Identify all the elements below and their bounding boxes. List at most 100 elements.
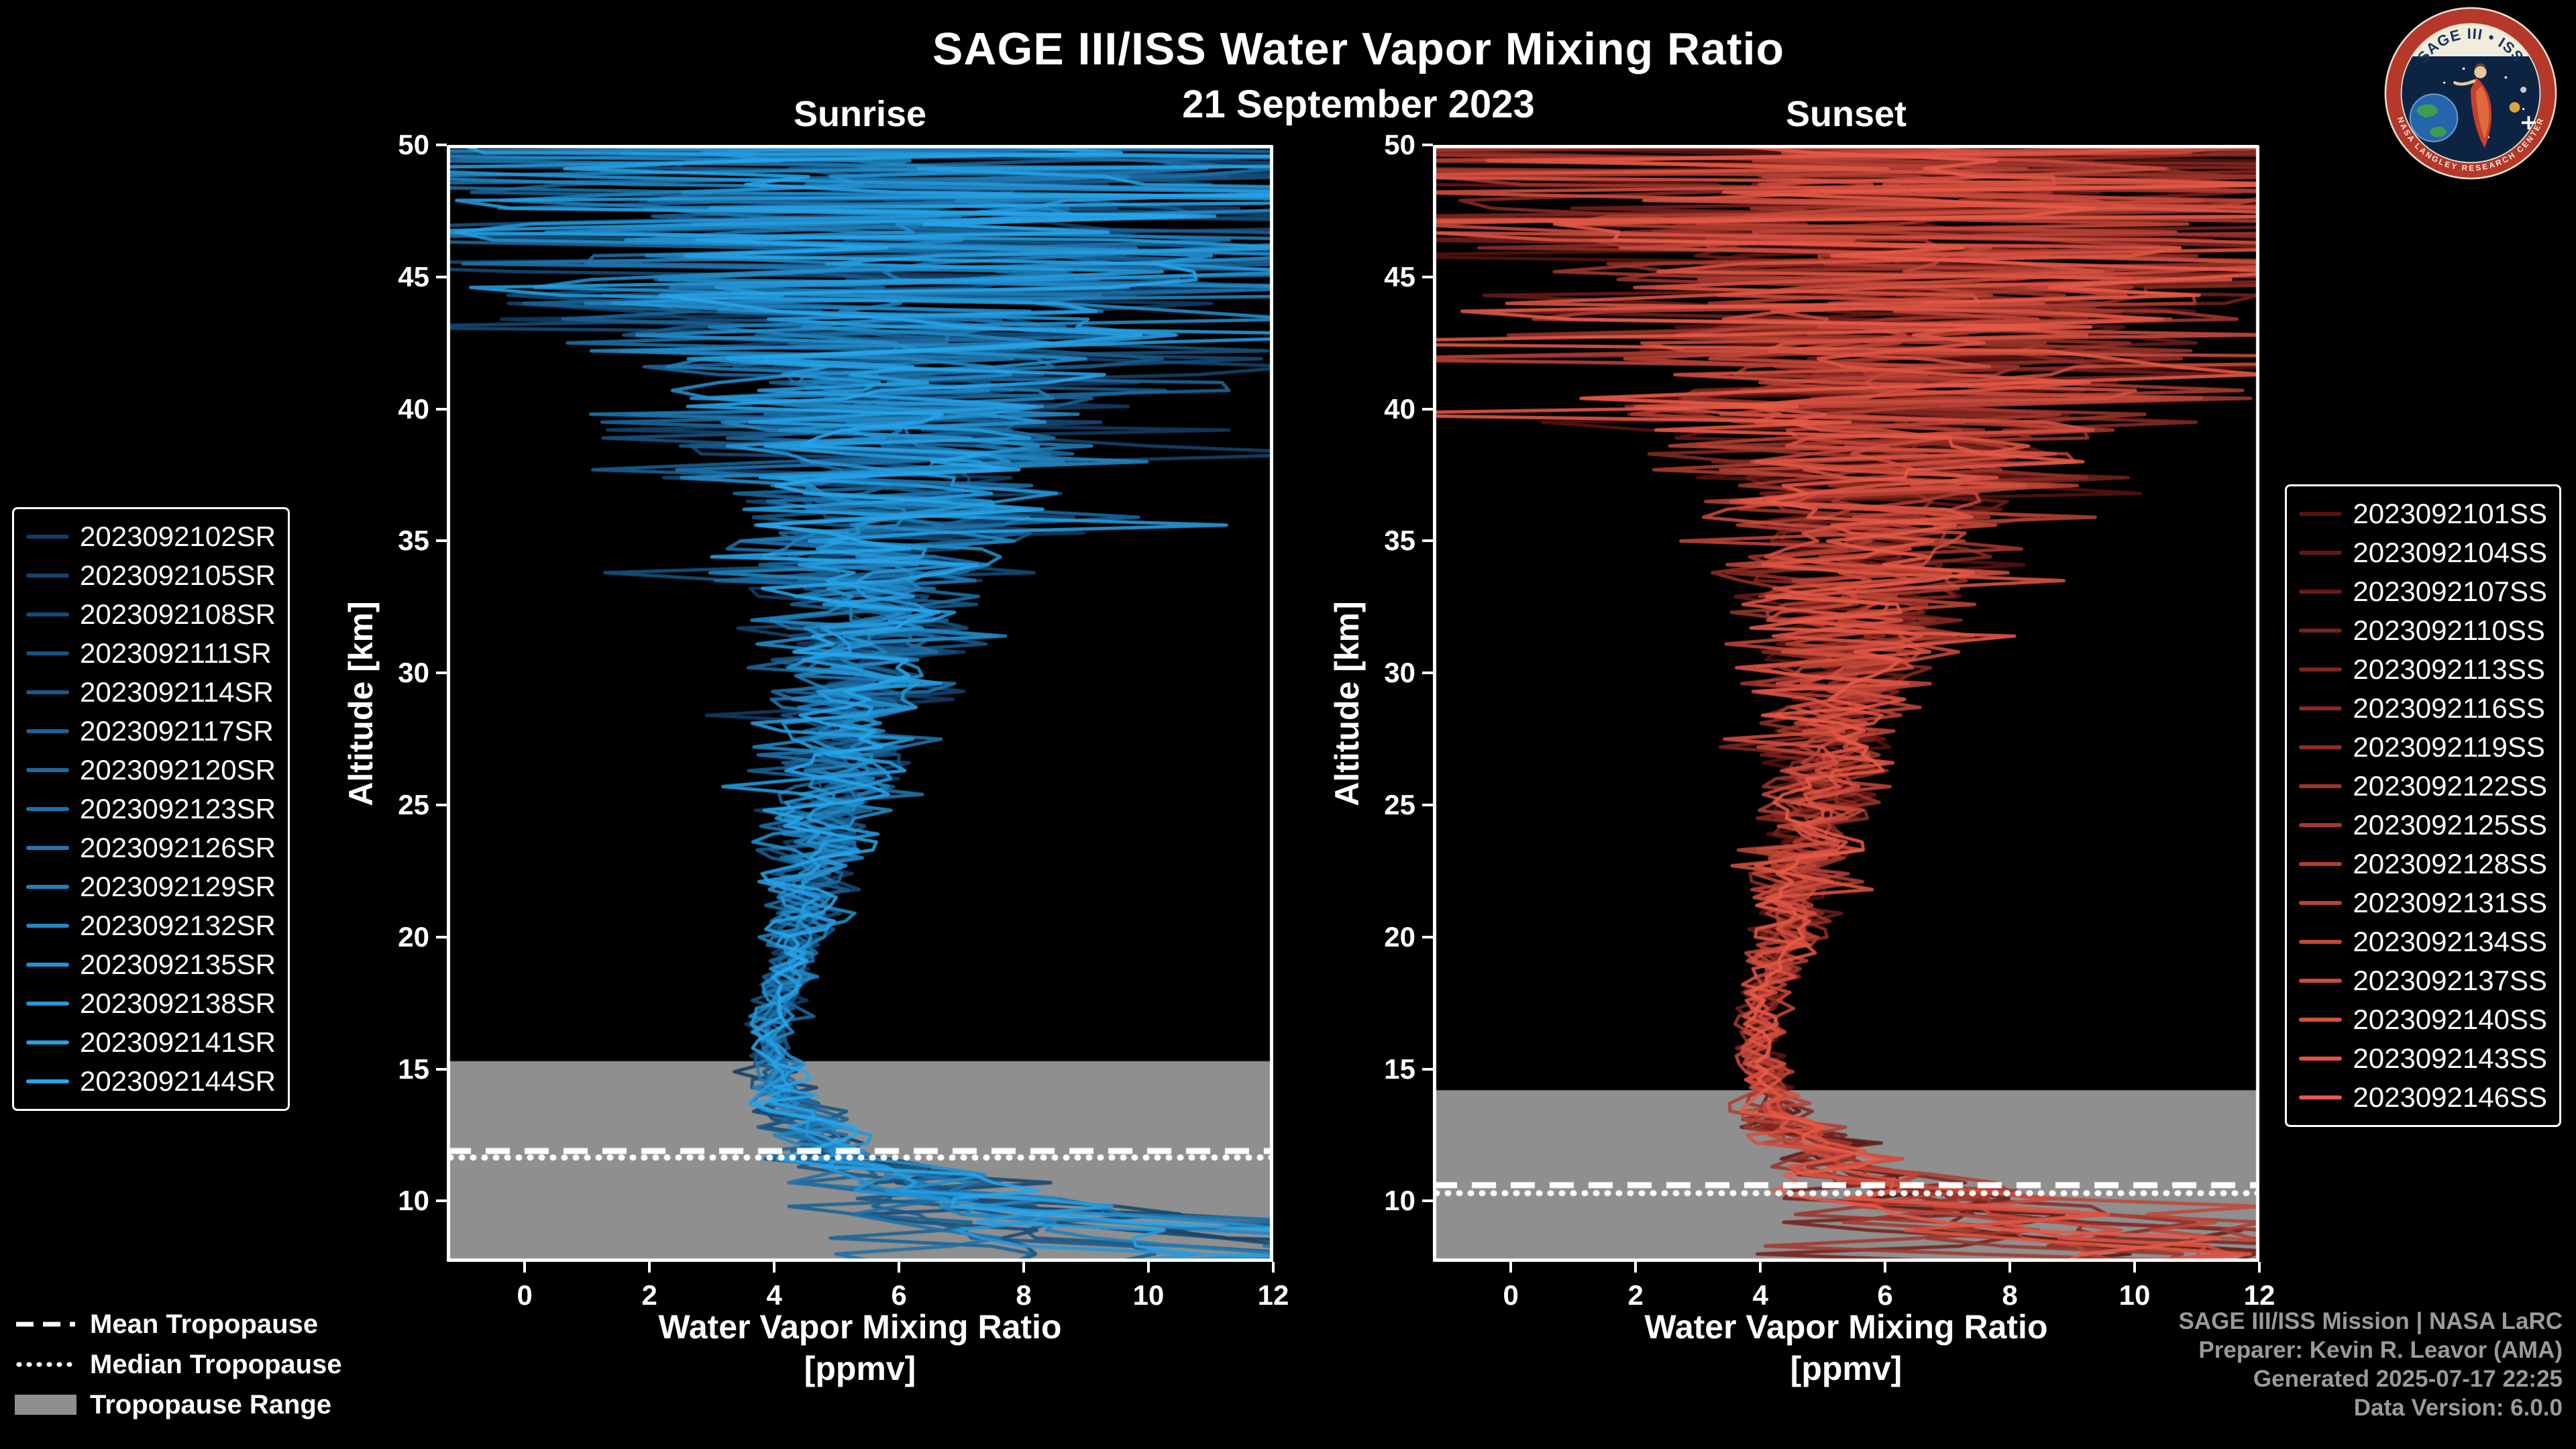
y-tick-mark xyxy=(436,935,447,938)
x-tick-label: 6 xyxy=(1877,1279,1893,1311)
tropopause-range-legend-item: Tropopause Range xyxy=(15,1390,342,1419)
x-tick-label: 0 xyxy=(517,1279,533,1311)
y-axis-label: Altitude [km] xyxy=(1328,600,1366,806)
x-axis-label-text: Water Vapor Mixing Ratio xyxy=(1644,1308,2048,1346)
legend-line-swatch xyxy=(26,729,69,733)
y-tick-mark xyxy=(1422,144,1433,146)
sunset-legend: 2023092101SS 2023092104SS 2023092107SS 2023… xyxy=(2285,484,2561,1127)
legend-series-label: 2023092116SS xyxy=(2353,692,2545,724)
credits: SAGE III/ISS Mission | NASA LaRC Prepare… xyxy=(2179,1307,2563,1422)
x-tick-mark xyxy=(1634,1262,1638,1273)
y-tick-label: 35 xyxy=(1384,525,1415,557)
y-tick-mark xyxy=(436,539,447,543)
x-tick-label: 10 xyxy=(2118,1279,2151,1311)
y-tick-mark xyxy=(1422,539,1433,543)
x-tick-label: 6 xyxy=(891,1279,907,1311)
legend-row: 2023092110SS xyxy=(2299,611,2547,650)
legend-series-label: 2023092125SS xyxy=(2353,809,2547,841)
x-tick-mark xyxy=(1272,1262,1275,1273)
legend-row: 2023092117SR xyxy=(26,712,276,751)
tropopause-range-label: Tropopause Range xyxy=(90,1389,332,1419)
y-tick-label: 15 xyxy=(398,1053,429,1085)
x-tick-label: 2 xyxy=(1627,1279,1644,1311)
x-tick-mark xyxy=(523,1262,527,1273)
x-tick-label: 12 xyxy=(1257,1279,1289,1311)
legend-line-swatch xyxy=(2299,862,2343,866)
legend-series-label: 2023092108SR xyxy=(80,598,276,630)
x-tick-label: 2 xyxy=(641,1279,657,1311)
sage-iss-logo-svg: SAGE III • ISS NASA LANGLEY RESEARCH CEN… xyxy=(2384,7,2557,180)
legend-row: 2023092111SR xyxy=(26,634,276,673)
gray-patch-swatch xyxy=(15,1395,76,1415)
legend-row: 2023092141SR xyxy=(26,1023,276,1062)
x-axis-label: Water Vapor Mixing Ratio [ppmv] xyxy=(447,1306,1273,1389)
y-tick-label: 35 xyxy=(398,525,429,557)
legend-line-swatch xyxy=(2299,823,2343,827)
credit-data-version: Data Version: 6.0.0 xyxy=(2353,1395,2563,1421)
legend-series-label: 2023092134SS xyxy=(2353,926,2547,957)
legend-row: 2023092107SS xyxy=(2299,572,2547,611)
x-tick-mark xyxy=(773,1262,776,1273)
x-tick-label: 12 xyxy=(2243,1279,2275,1311)
x-tick-mark xyxy=(1509,1262,1513,1273)
legend-series-label: 2023092135SR xyxy=(80,949,276,980)
legend-row: 2023092144SR xyxy=(26,1062,276,1101)
legend-series-label: 2023092111SR xyxy=(80,637,272,669)
legend-line-swatch xyxy=(26,768,69,772)
x-tick-mark xyxy=(1759,1262,1762,1273)
legend-series-label: 2023092132SR xyxy=(80,910,276,941)
y-tick-mark xyxy=(436,144,447,146)
credit-mission: SAGE III/ISS Mission | NASA LaRC xyxy=(2178,1308,2563,1334)
legend-line-swatch xyxy=(26,535,69,539)
legend-series-label: 2023092104SS xyxy=(2353,537,2547,568)
y-tick-mark xyxy=(1422,407,1433,411)
legend-series-label: 2023092114SR xyxy=(80,676,274,708)
x-tick-label: 0 xyxy=(1503,1279,1519,1311)
legend-row: 2023092108SR xyxy=(26,595,276,634)
legend-line-swatch xyxy=(2299,784,2343,788)
legend-row: 2023092138SR xyxy=(26,984,276,1023)
legend-row: 2023092101SS xyxy=(2299,494,2547,533)
legend-row: 2023092146SS xyxy=(2299,1078,2547,1117)
legend-series-label: 2023092110SS xyxy=(2353,614,2545,646)
y-tick-mark xyxy=(436,672,447,675)
legend-series-label: 2023092129SR xyxy=(80,871,276,902)
legend-line-swatch xyxy=(26,651,69,655)
y-tick-label: 45 xyxy=(1384,260,1415,292)
legend-line-swatch xyxy=(2299,551,2343,555)
credit-preparer: Preparer: Kevin R. Leavor (AMA) xyxy=(2198,1337,2563,1363)
legend-series-label: 2023092126SR xyxy=(80,832,276,863)
legend-line-swatch xyxy=(26,690,69,694)
legend-series-label: 2023092138SR xyxy=(80,987,276,1019)
x-tick-mark xyxy=(2133,1262,2137,1273)
y-tick-mark xyxy=(436,1067,447,1071)
y-tick-mark xyxy=(1422,275,1433,278)
panel-title-sunset: Sunset xyxy=(1785,94,1907,134)
legend-row: 2023092137SS xyxy=(2299,961,2547,1000)
y-tick-label: 30 xyxy=(398,657,429,689)
y-tick-mark xyxy=(1422,935,1433,938)
legend-line-swatch xyxy=(2299,1018,2343,1022)
legend-series-label: 2023092117SR xyxy=(80,715,274,747)
logo-planet-icon xyxy=(2509,102,2520,113)
legend-line-swatch xyxy=(2299,512,2343,516)
sunrise-panel: Sunrise Altitude [km] Water Vapor Mixing… xyxy=(342,94,1289,1387)
legend-series-label: 2023092143SS xyxy=(2353,1042,2547,1074)
legend-row: 2023092143SS xyxy=(2299,1039,2547,1078)
legend-series-label: 2023092120SR xyxy=(80,754,276,786)
sunset-plot-canvas xyxy=(1433,145,2259,1262)
legend-row: 2023092120SR xyxy=(26,751,276,790)
legend-line-swatch xyxy=(26,885,69,889)
legend-series-label: 2023092140SS xyxy=(2353,1004,2547,1035)
legend-line-swatch xyxy=(2299,1057,2343,1061)
legend-row: 2023092102SR xyxy=(26,517,276,556)
y-tick-label: 30 xyxy=(1384,657,1415,689)
legend-row: 2023092104SS xyxy=(2299,533,2547,572)
legend-series-label: 2023092113SS xyxy=(2353,653,2545,685)
legend-line-swatch xyxy=(2299,706,2343,710)
y-tick-mark xyxy=(436,804,447,807)
legend-series-label: 2023092141SR xyxy=(80,1026,276,1058)
legend-row: 2023092128SS xyxy=(2299,845,2547,883)
y-tick-label: 10 xyxy=(398,1185,429,1217)
x-axis-label-units: [ppmv] xyxy=(804,1350,916,1387)
